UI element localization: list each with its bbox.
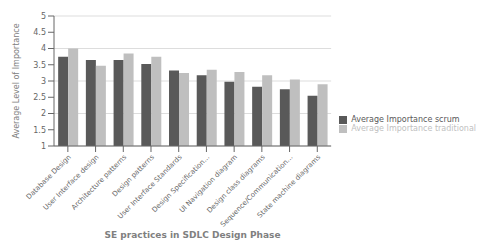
svg-text:2.5: 2.5	[33, 93, 46, 102]
svg-text:1: 1	[41, 142, 46, 151]
svg-text:Design Specification...: Design Specification...	[150, 153, 212, 215]
svg-text:State machine diagrams: State machine diagrams	[256, 153, 323, 220]
svg-text:4: 4	[41, 44, 46, 53]
svg-text:4.5: 4.5	[33, 28, 46, 37]
svg-text:SE practices in SDLC Design Ph: SE practices in SDLC Design Phase	[105, 230, 281, 240]
svg-text:5: 5	[41, 12, 46, 21]
svg-text:Design class diagrams: Design class diagrams	[205, 153, 267, 215]
svg-text:Average Level of Importance: Average Level of Importance	[12, 23, 21, 138]
svg-text:Design patterns: Design patterns	[110, 153, 156, 199]
svg-text:3.5: 3.5	[33, 61, 46, 70]
html-text:Average Importance traditional: Average Importance traditional	[351, 124, 476, 133]
svg-text:Architecture patterns: Architecture patterns	[70, 153, 129, 212]
svg-text:3: 3	[41, 77, 46, 86]
svg-text:1.5: 1.5	[33, 126, 46, 135]
svg-text:2: 2	[41, 109, 46, 118]
svg-text:User Interface design: User Interface design	[42, 153, 101, 212]
svg-text:Sequence/Communication...: Sequence/Communication...	[219, 153, 295, 229]
svg-text:UI Navigation diagram: UI Navigation diagram	[177, 153, 240, 215]
svg-text:Database Design: Database Design	[25, 153, 73, 201]
svg-text:User Interface Standards: User Interface Standards	[116, 153, 184, 221]
html-text:Average Importance scrum: Average Importance scrum	[351, 115, 460, 124]
